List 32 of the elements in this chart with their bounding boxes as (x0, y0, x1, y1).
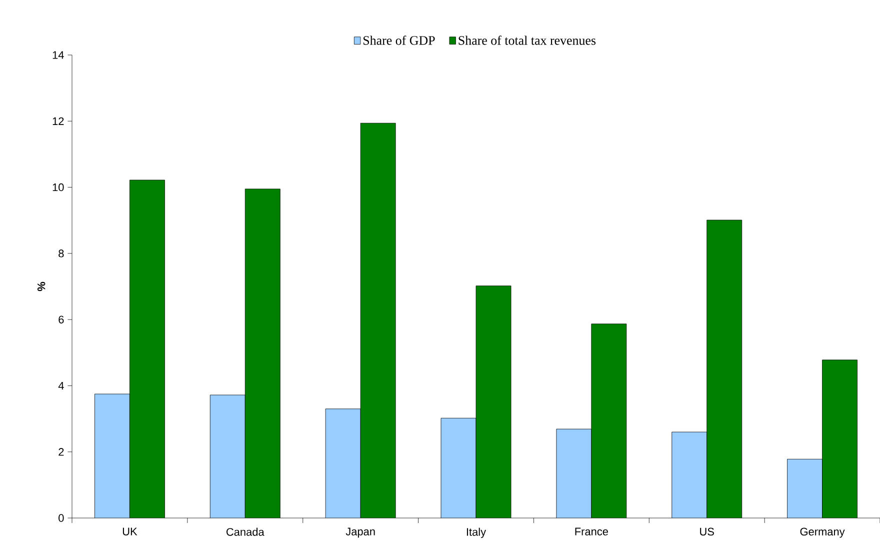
x-tick-label: US (700, 528, 714, 536)
y-tick-label: 6 (58, 316, 64, 324)
y-tick-label: 8 (58, 250, 64, 258)
y-axis-title: % (37, 282, 46, 292)
x-tick-label: Italy (466, 528, 486, 538)
x-tick-label: Canada (226, 528, 264, 536)
bar (360, 123, 396, 518)
x-tick-label: Germany (800, 528, 845, 538)
y-tick-label: 2 (58, 448, 64, 456)
x-tick-label: UK (122, 528, 138, 536)
x-tick-label: France (575, 528, 608, 536)
bar (822, 360, 858, 518)
y-tick-label: 0 (58, 514, 64, 522)
y-tick-label: 14 (52, 51, 64, 59)
bar (706, 220, 742, 518)
bar (326, 408, 361, 518)
bar (94, 394, 130, 518)
bar (672, 432, 707, 518)
y-tick-label: 10 (52, 183, 64, 192)
bar (130, 180, 165, 518)
bar (476, 286, 511, 518)
x-tick-label: Japan (346, 528, 375, 538)
bar (245, 188, 280, 518)
bar (787, 458, 822, 518)
y-tick-label: 12 (52, 117, 64, 125)
y-tick-label: 4 (58, 382, 64, 390)
bar (210, 394, 246, 518)
bar (556, 429, 592, 518)
bar (441, 418, 476, 518)
legend-label: Share of total tax revenues (458, 36, 596, 45)
bar (591, 324, 626, 518)
legend-label: Share of GDP (363, 36, 435, 45)
